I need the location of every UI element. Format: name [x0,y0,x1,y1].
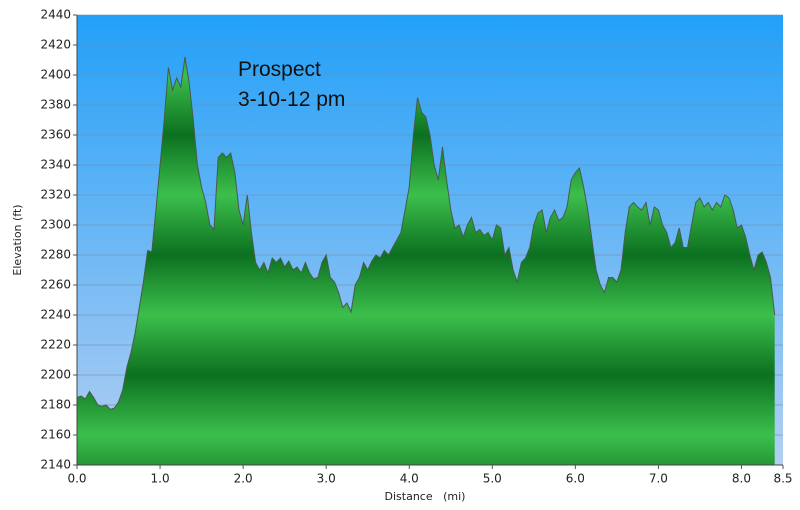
elevation-area [77,57,775,465]
y-tick-label: 2240 [40,308,71,322]
y-axis-label: Elevation (ft) [11,204,24,275]
x-tick-label: 7.0 [649,472,668,486]
y-tick-label: 2260 [40,278,71,292]
y-tick-label: 2180 [40,398,71,412]
x-tick-label: 2.0 [234,472,253,486]
x-tick-label: 1.0 [151,472,170,486]
y-tick-label: 2340 [40,158,71,172]
x-axis-label: Distance (mi) [385,490,466,503]
y-tick-label: 2300 [40,218,71,232]
x-tick-label: 3.0 [317,472,336,486]
x-tick-label: 8.0 [732,472,751,486]
annotation: Prospect [238,58,321,81]
y-tick-label: 2140 [40,458,71,472]
y-tick-label: 2200 [40,368,71,382]
y-tick-label: 2160 [40,428,71,442]
x-tick-label: 4.0 [400,472,419,486]
annotation: 3-10-12 pm [238,88,345,111]
y-tick-label: 2360 [40,128,71,142]
x-tick-label: 8.5 [773,472,792,486]
x-tick-label: 6.0 [566,472,585,486]
y-tick-label: 2440 [40,8,71,22]
y-tick-label: 2420 [40,38,71,52]
y-tick-label: 2220 [40,338,71,352]
x-tick-label: 5.0 [483,472,502,486]
y-tick-label: 2380 [40,98,71,112]
elevation-line [76,56,776,411]
y-tick-label: 2320 [40,188,71,202]
x-tick-label: 0.0 [67,472,86,486]
y-tick-label: 2280 [40,248,71,262]
y-tick-label: 2400 [40,68,71,82]
